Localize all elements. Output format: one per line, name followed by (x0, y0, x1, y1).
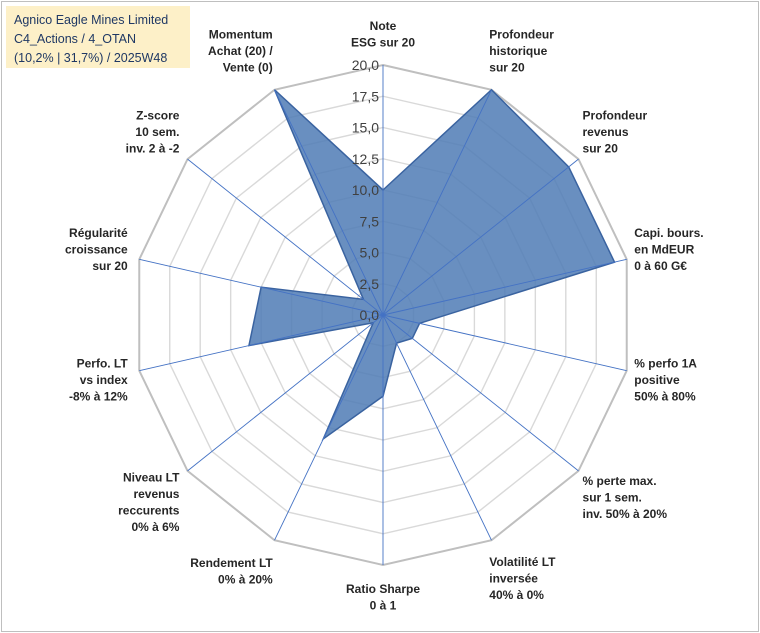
axis-label: Volatilité LT inversée 40% à 0% (489, 555, 556, 602)
tick-label: 17,5 (352, 88, 379, 104)
tick-label: 10,0 (352, 182, 379, 198)
tick-label: 15,0 (352, 120, 379, 136)
axis-spoke (187, 158, 384, 316)
axis-label: % perte max. sur 1 sem. inv. 50% à 20% (583, 474, 668, 521)
title-line-2: C4_Actions / 4_OTAN (14, 32, 137, 46)
radar-spokes (139, 65, 627, 565)
axis-label: Profondeur historique sur 20 (489, 27, 554, 74)
tick-label: 2,5 (360, 276, 380, 292)
title-box: Agnico Eagle Mines Limited C4_Actions / … (6, 6, 190, 68)
axis-spoke (382, 314, 579, 472)
axis-label: Niveau LT revenus reccurents 0% à 6% (118, 471, 180, 534)
axis-label: Régularité croissance sur 20 (65, 226, 128, 273)
axis-label: Z-score 10 sem. inv. 2 à -2 (126, 109, 180, 156)
radar-series (247, 88, 616, 442)
title-line-1: Agnico Eagle Mines Limited (14, 13, 169, 27)
radar-axis-labels: Note ESG sur 20 Profondeur historique sur 20… (65, 19, 704, 613)
axis-spoke (382, 89, 492, 316)
axis-label: Rendement LT 0% à 20% (190, 556, 273, 587)
axis-label: Profondeur revenus sur 20 (583, 109, 648, 156)
tick-label: 7,5 (360, 213, 380, 229)
axis-spoke (382, 258, 627, 316)
series-area (247, 88, 616, 442)
tick-label: 20,0 (352, 57, 379, 73)
axis-label: Momentum Achat (20) / Vente (0) (208, 27, 273, 74)
tick-label: 0,0 (360, 307, 380, 323)
axis-label: Ratio Sharpe 0 à 1 (346, 582, 420, 613)
axis-spoke (274, 314, 384, 541)
axis-spoke (382, 314, 627, 372)
axis-label: Note ESG sur 20 (351, 19, 415, 50)
axis-label: Perfo. LT vs index -8% à 12% (69, 356, 128, 403)
axis-spoke (187, 314, 384, 472)
axis-spoke (139, 314, 384, 372)
axis-spoke (274, 89, 384, 316)
axis-label: Capi. bours. en MdEUR 0 à 60 G€ (634, 226, 703, 273)
axis-label: % perfo 1A positive 50% à 80% (634, 356, 697, 403)
tick-label: 5,0 (360, 245, 380, 261)
title-line-3: (10,2% | 31,7%) / 2025W48 (14, 51, 168, 65)
axis-spoke (382, 314, 492, 541)
radar-tick-labels: 0,0 2,5 5,0 7,5 10,0 12,5 15,0 17,5 20,0 (352, 57, 379, 323)
tick-label: 12,5 (352, 151, 379, 167)
axis-spoke (382, 158, 579, 316)
axis-spoke (139, 258, 384, 316)
